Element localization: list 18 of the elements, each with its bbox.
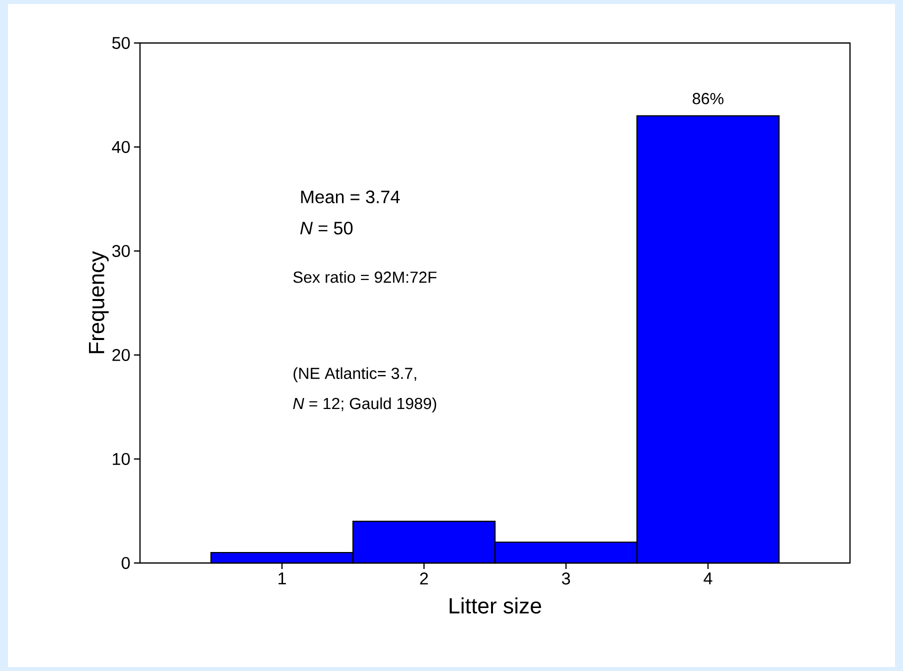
x-tick-label: 3	[562, 572, 570, 585]
annotation: Mean = 3.74	[301, 190, 400, 204]
y-tick-label: 50	[112, 36, 130, 50]
x-tick-label: 2	[420, 572, 428, 584]
y-tick-label: 40	[112, 140, 130, 154]
y-tick-label: 10	[112, 452, 130, 466]
annotation: N = 12; Gauld 1989)	[293, 397, 436, 412]
annotation: (NE Atlantic= 3.7,	[294, 367, 416, 382]
y-tick-label: 30	[112, 244, 130, 258]
annotation: N = 50	[300, 222, 353, 234]
y-tick-label: 0	[122, 556, 130, 570]
y-tick-label: 20	[112, 348, 130, 362]
annotation: Sex ratio = 92M:72F	[293, 271, 436, 283]
x-axis-title: Litter size	[450, 597, 542, 614]
x-tick-label: 1	[278, 572, 286, 584]
annotation: 86%	[692, 92, 724, 104]
y-axis-title: Frequency	[88, 251, 109, 354]
x-tick-label: 4	[704, 572, 712, 584]
